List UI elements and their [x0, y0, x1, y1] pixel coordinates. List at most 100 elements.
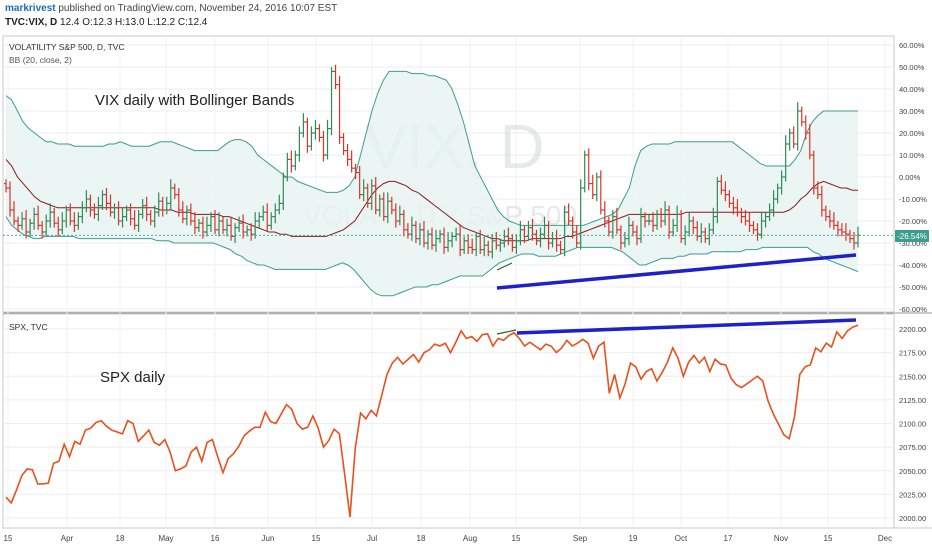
vix-ohlc-bar — [618, 225, 623, 250]
vix-ohlc-bar — [707, 223, 712, 246]
spx-short-marker[interactable] — [496, 329, 517, 335]
vix-ohlc-bar — [164, 196, 169, 215]
vix-ohlc-bar — [478, 229, 483, 254]
vix-ohlc-bar — [237, 216, 242, 232]
vix-ohlc-bar — [554, 229, 559, 252]
vix-ohlc-bar — [578, 179, 583, 250]
vix-ohlc-bar — [160, 196, 165, 217]
time-tick-label: 15 — [4, 534, 13, 543]
vix-ohlc-bar — [651, 212, 656, 232]
vix-ohlc-bar — [442, 227, 447, 254]
vix-ohlc-bar — [289, 150, 294, 173]
vix-ohlc-bar — [261, 205, 266, 221]
vix-ohlc-bar — [735, 199, 740, 217]
spx-trendline[interactable] — [516, 318, 857, 335]
spx-tick-label: 2075.00 — [899, 443, 926, 452]
vix-ohlc-bar — [361, 179, 366, 202]
vix-ohlc-bar — [630, 221, 635, 237]
vix-ohlc-bar — [643, 212, 647, 228]
spx-tick-label: 2050.00 — [899, 467, 926, 476]
vix-ohlc-bar — [779, 170, 784, 195]
vix-ohlc-bar — [301, 113, 306, 138]
author-link[interactable]: markrivest — [5, 3, 56, 14]
vix-ohlc-bar — [602, 201, 607, 228]
vix-ohlc-bar — [176, 188, 181, 217]
vix-ohlc-bar — [462, 236, 467, 254]
vix-ohlc-bar — [305, 117, 310, 153]
spx-tick-label: 2100.00 — [899, 420, 926, 429]
vix-ohlc-bar — [217, 212, 221, 237]
vix-ohlc-bar — [430, 227, 434, 250]
time-tick-label: Nov — [774, 534, 788, 543]
vix-ohlc-bar — [425, 229, 430, 250]
bb-legend[interactable]: BB (20, close, 2) — [9, 55, 72, 65]
vix-ohlc-bar — [703, 227, 708, 243]
vix-ohlc-bar — [136, 210, 141, 232]
vix-ohlc-bar — [526, 221, 531, 241]
bollinger-upper-line — [5, 70, 858, 226]
publish-info: published on TradingView.com, November 2… — [58, 3, 338, 14]
vix-ohlc-bar — [434, 229, 439, 252]
vix-ohlc-bar — [606, 216, 611, 237]
vix-ohlc-bar — [835, 221, 840, 237]
time-tick-label: Jun — [262, 534, 275, 543]
vix-ohlc-bar — [799, 106, 804, 127]
vix-short-marker[interactable] — [496, 262, 513, 271]
vix-tick-label: 30.00% — [899, 107, 925, 116]
vix-ohlc-bar — [24, 210, 29, 239]
vix-ohlc-bar — [148, 210, 153, 226]
time-tick-label: 15 — [312, 534, 321, 543]
symbol-label: TVC:VIX, D — [5, 17, 58, 28]
vix-ohlc-bar — [438, 229, 443, 243]
vix-ohlc-bar — [655, 210, 660, 230]
vix-ohlc-bar — [64, 205, 69, 228]
vix-tick-label: -10.00% — [899, 195, 927, 204]
vix-ohlc-bar — [365, 183, 370, 208]
vix-ohlc-bar — [32, 207, 37, 230]
vix-ohlc-bar — [566, 203, 571, 226]
spx-tick-label: 2025.00 — [899, 490, 926, 499]
vix-ohlc-bar — [586, 148, 591, 191]
vix-ohlc-bar — [413, 221, 418, 243]
vix-ohlc-bar — [212, 210, 217, 235]
vix-ohlc-bar — [843, 223, 848, 241]
vix-ohlc-bar — [514, 234, 519, 254]
vix-ohlc-bar — [490, 234, 495, 259]
vix-ohlc-bar — [184, 205, 189, 226]
vix-ohlc-bar — [389, 196, 394, 215]
vix-ohlc-bar — [180, 201, 185, 224]
vix-ohlc-bar — [626, 216, 631, 246]
bollinger-band-fill — [6, 71, 858, 296]
vix-ohlc-bar — [28, 218, 33, 237]
vix-tick-label: 10.00% — [899, 151, 925, 160]
ohlc-values: 12.4 O:12.3 H:13.0 L:12.2 C:12.4 — [60, 17, 208, 28]
vix-ohlc-bar — [325, 119, 330, 160]
vix-ohlc-bar — [377, 194, 382, 217]
vix-ohlc-bar — [249, 223, 254, 241]
vix-ohlc-bar — [92, 203, 97, 219]
vix-trendline[interactable] — [496, 253, 857, 290]
vix-ohlc-bar — [273, 203, 278, 224]
vix-ohlc-bar — [807, 124, 812, 160]
time-tick-label: 18 — [116, 534, 125, 543]
vix-ohlc-bar — [771, 190, 776, 217]
vix-ohlc-bar — [369, 179, 374, 210]
vix-ohlc-bar — [727, 190, 732, 208]
vix-ohlc-bar — [550, 232, 555, 248]
vix-ohlc-bar — [839, 223, 844, 237]
vix-tick-label: 0.00% — [899, 173, 921, 182]
vix-ohlc-bar — [679, 210, 684, 243]
vix-ohlc-bar — [803, 115, 808, 140]
vix-ohlc-bar — [84, 190, 89, 213]
vix-ohlc-bar — [313, 119, 318, 140]
vix-ohlc-bar — [715, 177, 720, 224]
vix-ohlc-bar — [827, 210, 832, 228]
vix-ohlc-bar — [373, 177, 378, 215]
vix-ohlc-bar — [4, 179, 8, 193]
vix-ohlc-bar — [72, 212, 77, 232]
vix-ohlc-bar — [851, 232, 856, 250]
vix-ohlc-bar — [321, 130, 326, 162]
time-tick-label: 16 — [211, 534, 220, 543]
time-tick-label: Apr — [61, 534, 74, 543]
